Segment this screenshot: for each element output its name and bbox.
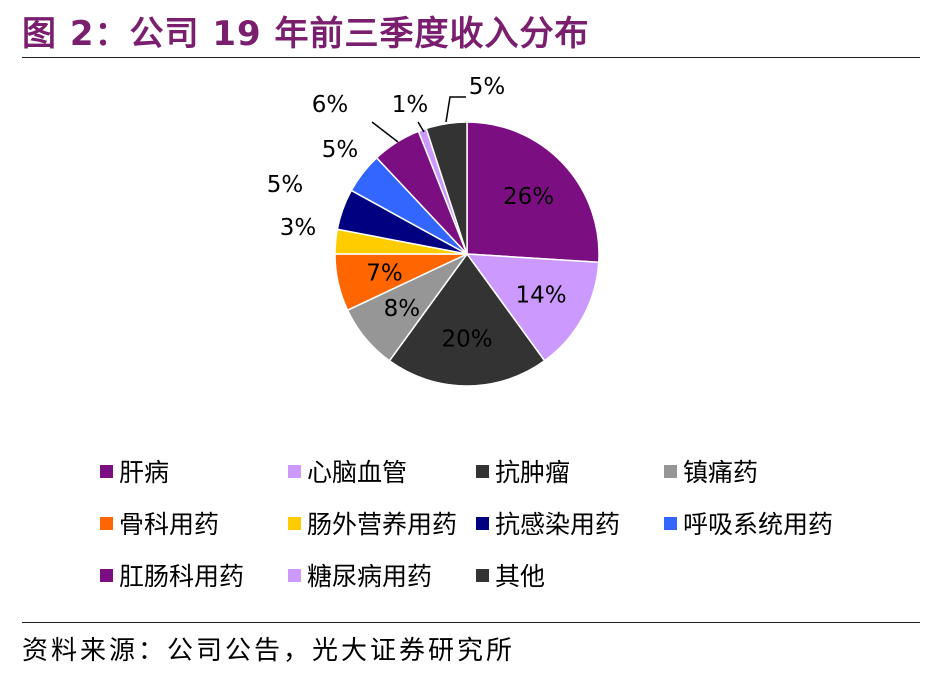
title-divider: [22, 57, 920, 58]
chart-title: 图 2：公司 19 年前三季度收入分布: [22, 14, 590, 54]
legend-item-3: 抗肿瘤: [476, 452, 664, 490]
legend-swatch: [100, 464, 113, 478]
slice-3-wedge: [388, 252, 546, 387]
source-note: 资料来源：公司公告，光大证券研究所: [22, 636, 516, 666]
legend-label: 镇痛药: [683, 458, 759, 487]
legend-label: 其他: [495, 562, 546, 591]
legend-item-1: 肝病: [100, 452, 288, 490]
legend-swatch: [288, 568, 301, 582]
legend-label: 心脑血管: [307, 458, 408, 487]
legend-swatch: [476, 516, 489, 530]
legend-label: 肠外营养用药: [307, 510, 458, 539]
legend-label: 骨科用药: [119, 510, 220, 539]
pie-chart: 26% 14% 20% 8% 7% 3% 5% 5% 6% 1% 5%: [267, 74, 600, 387]
legend-item-5: 骨科用药: [100, 504, 288, 542]
slice-5-label: 7%: [366, 260, 403, 286]
legend-item-2: 心脑血管: [288, 452, 476, 490]
legend-swatch: [288, 464, 301, 478]
slice-11-wedge: [425, 121, 468, 255]
slice-2-label: 14%: [515, 283, 566, 309]
legend-item-9: 肛肠科用药: [100, 556, 288, 594]
legend-swatch: [288, 516, 301, 530]
legend-label: 肝病: [119, 458, 170, 487]
legend-label: 抗肿瘤: [495, 458, 571, 487]
slice-1-label: 26%: [503, 184, 554, 210]
slice-10-label: 1%: [392, 92, 429, 118]
legend-item-7: 抗感染用药: [476, 504, 664, 542]
legend-swatch: [100, 568, 113, 582]
slice-9-label: 6%: [312, 92, 349, 118]
slice-11-label: 5%: [469, 74, 506, 100]
slice-8-label: 5%: [322, 137, 359, 163]
legend-label: 呼吸系统用药: [683, 510, 834, 539]
slice-10-leader-line: [417, 121, 425, 133]
legend-label: 糖尿病用药: [307, 562, 433, 591]
legend-label: 肛肠科用药: [119, 562, 245, 591]
legend-label: 抗感染用药: [495, 510, 621, 539]
legend-item-11: 其他: [476, 556, 664, 594]
source-divider: [22, 622, 920, 623]
legend-item-4: 镇痛药: [664, 452, 852, 490]
legend-swatch: [476, 464, 489, 478]
slice-2-wedge: [465, 253, 600, 362]
slice-6-label: 3%: [280, 215, 317, 241]
legend-swatch: [476, 568, 489, 582]
slice-3-label: 20%: [441, 326, 492, 352]
legend-swatch: [664, 516, 677, 530]
legend-item-10: 糖尿病用药: [288, 556, 476, 594]
legend-swatch: [664, 464, 677, 478]
slice-4-label: 8%: [384, 296, 421, 322]
legend-item-6: 肠外营养用药: [288, 504, 476, 542]
slice-11-leader-line: [445, 96, 466, 123]
slice-1-wedge: [466, 121, 600, 264]
chart-legend: 肝病 心脑血管 抗肿瘤 镇痛药骨科用药 肠外营养用药 抗感染用药 呼吸系统用药肛肠科用药 糖尿…: [100, 452, 930, 594]
slice-7-label: 5%: [267, 172, 304, 198]
legend-item-8: 呼吸系统用药: [664, 504, 852, 542]
slice-9-leader-line: [371, 121, 399, 143]
legend-swatch: [100, 516, 113, 530]
